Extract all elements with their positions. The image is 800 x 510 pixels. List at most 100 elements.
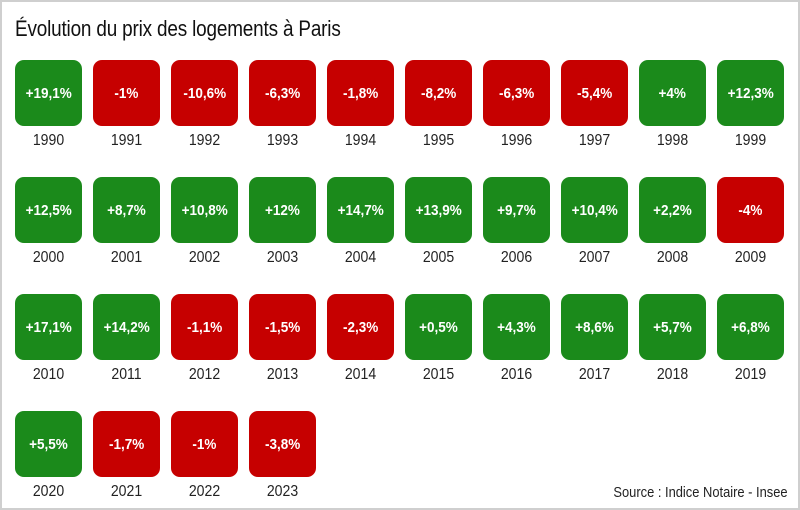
value-tile: +5,5% <box>15 411 82 477</box>
value-tile: +10,4% <box>561 177 628 243</box>
year-label: 2010 <box>32 366 65 383</box>
value-tile: -1% <box>93 60 160 126</box>
value-tile: +13,9% <box>405 177 472 243</box>
value-label: +5,7% <box>653 318 692 336</box>
value-tile: +6,8% <box>717 294 784 360</box>
value-label: +2,2% <box>653 201 692 219</box>
value-tile: -6,3% <box>483 60 550 126</box>
value-label: -1% <box>192 435 217 453</box>
value-label: -10,6% <box>183 84 226 102</box>
year-label: 2015 <box>422 366 455 383</box>
year-label: 2003 <box>266 249 299 266</box>
value-tile: -10,6% <box>171 60 238 126</box>
year-label: 1991 <box>110 132 143 149</box>
chart-title: Évolution du prix des logements à Paris <box>15 16 341 41</box>
value-label: -1,8% <box>342 84 379 102</box>
year-label: 2008 <box>656 249 689 266</box>
value-tile: -1,1% <box>171 294 238 360</box>
value-label: +12,5% <box>25 201 72 219</box>
value-tile: -1,5% <box>249 294 316 360</box>
value-label: +14,2% <box>103 318 150 336</box>
value-label: +14,7% <box>337 201 384 219</box>
value-label: +17,1% <box>25 318 72 336</box>
source-note: Source : Indice Notaire - Insee <box>613 484 788 501</box>
value-label: +0,5% <box>419 318 458 336</box>
value-tile: +19,1% <box>15 60 82 126</box>
value-tile: +4,3% <box>483 294 550 360</box>
value-label: +12,3% <box>727 84 774 102</box>
year-label: 2023 <box>266 483 299 500</box>
value-tile: +0,5% <box>405 294 472 360</box>
year-label: 2001 <box>110 249 143 266</box>
year-label: 1998 <box>656 132 689 149</box>
value-label: +5,5% <box>29 435 68 453</box>
year-label: 2020 <box>32 483 65 500</box>
value-label: -5,4% <box>576 84 613 102</box>
year-label: 2006 <box>500 249 533 266</box>
year-label: 1996 <box>500 132 533 149</box>
value-label: -8,2% <box>420 84 457 102</box>
year-label: 1992 <box>188 132 221 149</box>
value-tile: +12,3% <box>717 60 784 126</box>
year-label: 2013 <box>266 366 299 383</box>
value-tile: +12,5% <box>15 177 82 243</box>
value-tile: -1,7% <box>93 411 160 477</box>
value-label: +9,7% <box>497 201 536 219</box>
year-label: 1993 <box>266 132 299 149</box>
value-tile: +14,7% <box>327 177 394 243</box>
value-label: -1,5% <box>264 318 301 336</box>
value-label: +4,3% <box>497 318 536 336</box>
value-label: -1,1% <box>186 318 223 336</box>
year-label: 1997 <box>578 132 611 149</box>
value-label: +13,9% <box>415 201 462 219</box>
value-label: -6,3% <box>264 84 301 102</box>
value-tile: -2,3% <box>327 294 394 360</box>
value-label: +10,4% <box>571 201 618 219</box>
value-tile: -6,3% <box>249 60 316 126</box>
value-label: +12% <box>265 201 300 219</box>
value-tile: +10,8% <box>171 177 238 243</box>
year-label: 2009 <box>734 249 767 266</box>
value-tile: +5,7% <box>639 294 706 360</box>
value-tile: +8,7% <box>93 177 160 243</box>
year-label: 1994 <box>344 132 377 149</box>
year-label: 2011 <box>111 366 142 383</box>
value-tile: +2,2% <box>639 177 706 243</box>
value-label: -1,7% <box>108 435 145 453</box>
value-label: -4% <box>738 201 763 219</box>
value-label: +6,8% <box>731 318 770 336</box>
year-label: 2005 <box>422 249 455 266</box>
value-tile: +4% <box>639 60 706 126</box>
year-label: 2018 <box>656 366 689 383</box>
value-label: -6,3% <box>498 84 535 102</box>
value-label: -3,8% <box>264 435 301 453</box>
value-tile: +8,6% <box>561 294 628 360</box>
year-label: 2019 <box>734 366 767 383</box>
value-tile: -1,8% <box>327 60 394 126</box>
value-tile: +14,2% <box>93 294 160 360</box>
value-label: +19,1% <box>25 84 72 102</box>
value-tile: -4% <box>717 177 784 243</box>
value-tile: -3,8% <box>249 411 316 477</box>
year-label: 1990 <box>32 132 65 149</box>
value-label: +10,8% <box>181 201 228 219</box>
value-label: -2,3% <box>342 318 379 336</box>
year-label: 2022 <box>188 483 221 500</box>
value-tile: +9,7% <box>483 177 550 243</box>
year-label: 2014 <box>344 366 377 383</box>
value-label: +8,6% <box>575 318 614 336</box>
value-tile: -5,4% <box>561 60 628 126</box>
year-label: 2002 <box>188 249 221 266</box>
value-tile: +17,1% <box>15 294 82 360</box>
year-label: 2012 <box>188 366 221 383</box>
year-label: 2021 <box>110 483 143 500</box>
value-label: +8,7% <box>107 201 146 219</box>
value-tile: -8,2% <box>405 60 472 126</box>
value-tile: -1% <box>171 411 238 477</box>
value-label: +4% <box>658 84 687 102</box>
year-label: 2004 <box>344 249 377 266</box>
year-label: 2000 <box>32 249 65 266</box>
year-label: 1999 <box>734 132 767 149</box>
value-tile: +12% <box>249 177 316 243</box>
